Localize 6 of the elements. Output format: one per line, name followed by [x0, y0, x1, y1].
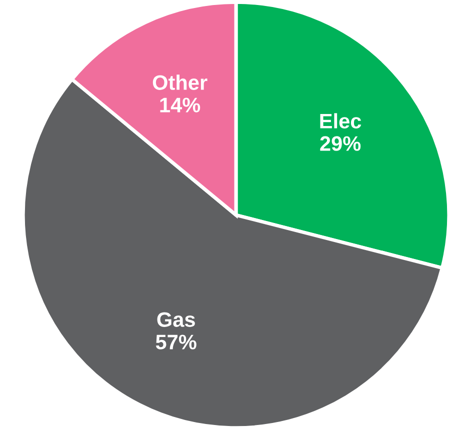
data-label: 57%: [156, 334, 196, 350]
data-label: 14%: [160, 98, 200, 112]
slice-label: Elec: [320, 113, 362, 128]
slice-label: Gas: [157, 312, 195, 327]
data-label: 29%: [320, 136, 361, 151]
slice-label: Other: [152, 74, 208, 90]
